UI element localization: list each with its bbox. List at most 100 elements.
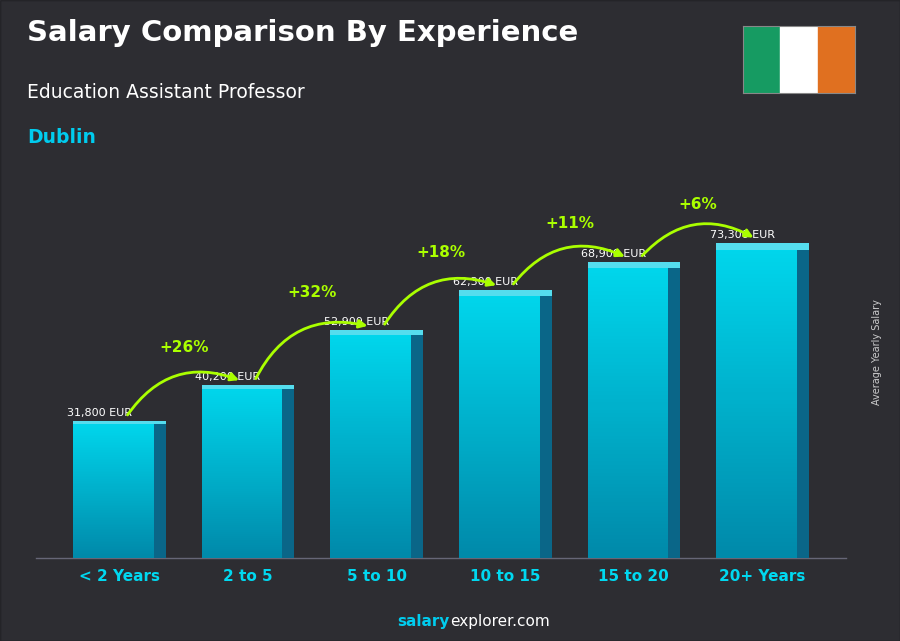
Bar xyxy=(588,420,668,424)
Bar xyxy=(588,313,668,317)
Bar xyxy=(73,503,154,504)
Bar xyxy=(742,26,780,93)
Bar xyxy=(459,487,539,491)
Bar xyxy=(330,379,411,381)
Bar xyxy=(716,503,796,506)
Bar xyxy=(716,262,796,266)
Bar xyxy=(330,495,411,498)
Bar xyxy=(459,437,539,440)
Bar xyxy=(202,508,283,510)
Bar xyxy=(330,401,411,404)
Bar xyxy=(202,463,283,465)
Bar xyxy=(73,515,154,517)
Bar xyxy=(202,497,283,499)
Bar xyxy=(588,499,668,502)
Bar xyxy=(459,524,539,528)
Bar xyxy=(459,501,539,504)
Bar xyxy=(73,547,154,549)
Bar xyxy=(588,347,668,351)
Bar xyxy=(202,528,283,529)
Bar xyxy=(202,445,283,447)
Bar xyxy=(459,344,539,347)
Bar xyxy=(716,369,796,372)
Bar xyxy=(73,499,154,501)
Bar xyxy=(73,554,154,556)
Bar xyxy=(330,330,423,335)
Bar xyxy=(330,330,411,333)
Bar xyxy=(459,424,539,427)
Bar xyxy=(202,495,283,497)
Bar xyxy=(73,447,154,448)
Bar xyxy=(588,535,668,539)
Bar xyxy=(588,399,668,402)
Bar xyxy=(73,424,154,426)
Bar xyxy=(330,555,411,558)
Bar xyxy=(716,251,796,254)
Bar xyxy=(588,343,668,347)
Bar xyxy=(459,383,539,387)
Bar xyxy=(459,434,539,437)
Bar xyxy=(202,484,283,487)
Bar xyxy=(73,421,166,424)
Bar xyxy=(459,494,539,497)
Bar xyxy=(459,440,539,444)
Bar xyxy=(202,547,283,549)
Bar xyxy=(716,447,796,451)
Bar xyxy=(588,506,668,510)
Bar xyxy=(202,510,283,512)
Bar xyxy=(716,365,796,369)
Bar xyxy=(330,370,411,373)
Bar xyxy=(588,491,668,495)
Bar xyxy=(202,465,283,467)
Bar xyxy=(459,303,539,306)
Bar xyxy=(330,467,411,470)
Bar xyxy=(588,458,668,462)
Bar xyxy=(73,496,154,498)
Bar xyxy=(817,26,855,93)
Bar xyxy=(588,272,668,276)
Bar xyxy=(330,453,411,455)
Bar xyxy=(459,451,539,454)
Bar xyxy=(459,317,539,320)
Bar xyxy=(716,436,796,440)
Bar xyxy=(588,384,668,387)
Bar xyxy=(716,333,796,337)
Bar xyxy=(202,437,283,439)
Bar xyxy=(330,512,411,515)
Bar xyxy=(73,460,154,462)
Bar xyxy=(202,515,283,517)
Bar xyxy=(330,410,411,413)
Bar xyxy=(459,478,539,481)
Bar xyxy=(459,390,539,394)
Bar xyxy=(73,467,154,469)
Bar xyxy=(716,385,796,388)
Bar xyxy=(202,538,283,540)
Bar xyxy=(202,404,283,406)
Bar xyxy=(73,421,154,422)
Bar xyxy=(459,320,539,324)
Bar xyxy=(716,258,796,262)
Bar xyxy=(202,532,283,534)
Bar xyxy=(73,462,154,463)
Bar xyxy=(588,295,668,299)
Bar xyxy=(202,553,283,556)
Bar xyxy=(330,359,411,362)
Bar xyxy=(588,532,668,535)
Bar xyxy=(588,276,668,280)
Bar xyxy=(716,274,796,278)
Bar xyxy=(588,528,668,532)
Bar xyxy=(588,395,668,399)
Bar xyxy=(716,345,796,349)
Bar xyxy=(588,320,668,324)
Bar xyxy=(716,530,796,534)
Bar xyxy=(202,435,283,437)
Bar xyxy=(330,444,411,447)
Bar xyxy=(73,458,154,460)
Bar xyxy=(716,499,796,503)
Bar xyxy=(73,438,154,440)
Bar xyxy=(411,330,423,558)
Bar xyxy=(330,347,411,350)
Bar xyxy=(73,512,154,513)
Bar xyxy=(588,410,668,413)
Bar xyxy=(459,306,539,310)
